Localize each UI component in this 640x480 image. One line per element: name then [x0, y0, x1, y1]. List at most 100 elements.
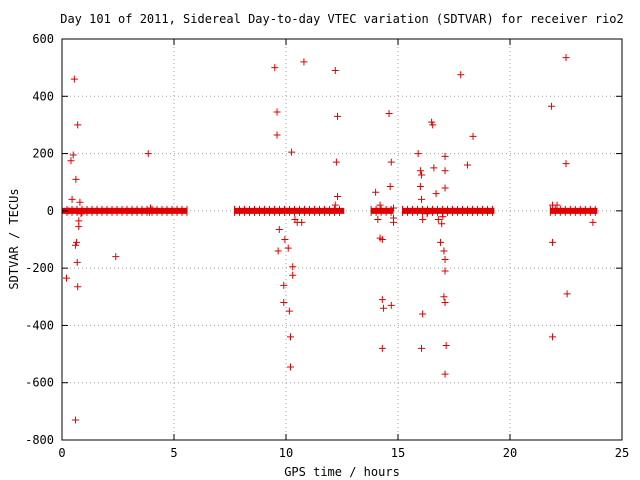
data-point [144, 150, 152, 158]
data-point [332, 158, 340, 166]
chart-title: Day 101 of 2011, Sidereal Day-to-day VTE… [60, 12, 624, 26]
data-point [549, 333, 557, 341]
data-point [429, 121, 437, 129]
data-point [62, 274, 70, 282]
data-point [387, 301, 395, 309]
data-point [432, 190, 440, 198]
data-point [331, 201, 339, 209]
data-point [423, 210, 431, 218]
data-point [67, 157, 75, 165]
y-tick-label: 400 [32, 89, 54, 103]
data-point [74, 283, 82, 291]
data-point [553, 201, 561, 209]
axis-ticks [61, 38, 623, 441]
data-point [286, 333, 294, 341]
data-point [463, 161, 471, 169]
data-point [289, 263, 297, 271]
x-tick-label: 20 [503, 446, 517, 460]
data-point [271, 64, 279, 72]
x-tick-label: 10 [279, 446, 293, 460]
data-point [280, 281, 288, 289]
dense-band [550, 207, 598, 214]
data-point [275, 225, 283, 233]
data-point [416, 183, 424, 191]
y-axis-label: SDTVAR / TECUs [7, 188, 21, 289]
data-point [72, 175, 80, 183]
data-point [469, 132, 477, 140]
data-point [331, 67, 339, 75]
data-point [273, 108, 281, 116]
data-point [437, 238, 445, 246]
data-point [418, 195, 426, 203]
data-point [387, 158, 395, 166]
data-point [442, 341, 450, 349]
data-point [76, 198, 84, 206]
data-point [286, 363, 294, 371]
data-point [441, 184, 449, 192]
x-tick-label: 0 [58, 446, 65, 460]
data-point [280, 299, 288, 307]
data-point [274, 247, 282, 255]
data-point [73, 238, 81, 246]
data-point [441, 256, 449, 264]
data-point [385, 109, 393, 117]
data-point [390, 214, 398, 222]
data-point [298, 218, 306, 226]
x-tick-label: 15 [391, 446, 405, 460]
data-point [77, 210, 85, 218]
data-point [428, 118, 436, 126]
y-tick-label: 0 [47, 204, 54, 218]
dense-band [402, 207, 495, 214]
data-point [70, 75, 78, 83]
data-point [289, 271, 297, 279]
data-point [457, 71, 465, 79]
plot-frame [61, 38, 623, 441]
data-point [440, 293, 448, 301]
data-point [441, 299, 449, 307]
data-point [71, 241, 79, 249]
y-tick-label: -200 [25, 261, 54, 275]
data-point [430, 164, 438, 172]
data-point [334, 193, 342, 201]
data-point [300, 58, 308, 66]
data-point [69, 151, 77, 159]
data-point [419, 215, 427, 223]
y-tick-label: -400 [25, 318, 54, 332]
data-point [441, 167, 449, 175]
data-point [414, 150, 422, 158]
data-point [145, 208, 153, 216]
data-point [438, 220, 446, 228]
data-points [62, 54, 597, 424]
data-point [416, 167, 424, 175]
data-point [372, 188, 380, 196]
data-point [288, 148, 296, 156]
data-point [374, 215, 382, 223]
x-tick-label: 5 [170, 446, 177, 460]
data-point [284, 244, 292, 252]
data-point [75, 217, 83, 225]
y-tick-label: 600 [32, 32, 54, 46]
data-point [441, 370, 449, 378]
data-point [334, 112, 342, 120]
data-point [562, 160, 570, 168]
data-point [419, 310, 427, 318]
data-point [441, 267, 449, 275]
data-point [285, 307, 293, 315]
y-tick-label: 200 [32, 147, 54, 161]
data-point [281, 236, 289, 243]
data-point [273, 131, 281, 139]
data-point [71, 416, 79, 424]
tick-labels: 0 5 10 15 20 25 600 400 200 0 -200 -400 -600 -800 [25, 32, 629, 460]
x-tick-label: 25 [615, 446, 629, 460]
data-point [74, 121, 82, 129]
data-point [418, 344, 426, 352]
data-point [547, 102, 555, 110]
data-point [376, 201, 384, 209]
data-point [146, 204, 154, 212]
data-point [112, 253, 120, 261]
data-point [379, 304, 387, 312]
data-point [549, 238, 557, 246]
data-point [563, 290, 571, 298]
